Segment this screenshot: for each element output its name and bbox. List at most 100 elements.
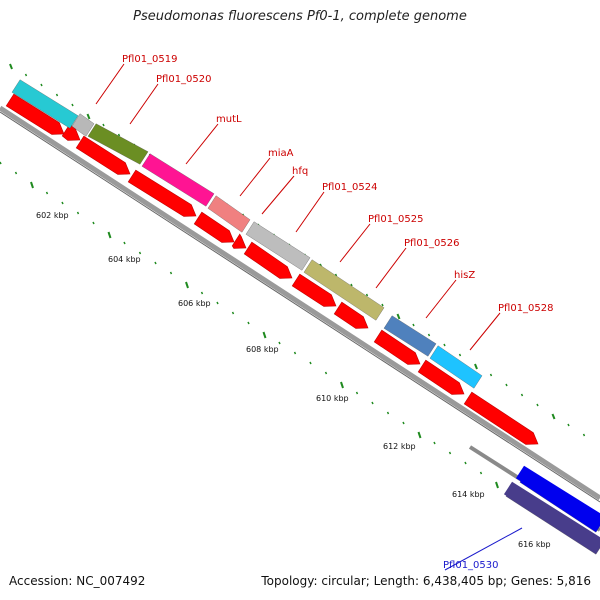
tick-mark — [417, 431, 422, 439]
feature-block — [11, 79, 79, 129]
cds-arrow — [243, 241, 293, 279]
tick-mark — [443, 343, 446, 347]
tick-mark — [355, 391, 359, 395]
tick-mark — [86, 113, 91, 120]
scale-ticks — [0, 161, 591, 545]
topology-text: Topology: circular; Length: 6,438,405 bp… — [261, 574, 591, 588]
tick-mark — [324, 371, 328, 375]
kbp-label: 612 kbp — [383, 442, 416, 451]
cds-arrow — [373, 329, 421, 365]
kbp-label: 616 kbp — [518, 540, 551, 549]
kbp-labels: 602 kbp 604 kbp 606 kbp 608 kbp 610 kbp 612 k… — [36, 211, 551, 549]
feature-block — [87, 123, 149, 165]
kbp-label: 602 kbp — [36, 211, 69, 220]
leader-line — [239, 157, 271, 197]
tick-mark — [495, 481, 499, 489]
tick-mark — [309, 361, 312, 365]
tick-mark — [102, 123, 105, 127]
leader-line — [129, 83, 159, 125]
tick-mark — [458, 353, 462, 357]
gene-label: Pfl01_0524 — [322, 182, 378, 193]
tick-mark — [505, 383, 508, 387]
gene-label: Pfl01_0526 — [404, 238, 460, 249]
tick-mark — [0, 161, 2, 165]
tick-mark — [386, 411, 390, 415]
feature-block — [383, 315, 437, 357]
gene-label: Pfl01_0530 — [443, 560, 499, 571]
kbp-label: 606 kbp — [178, 299, 211, 308]
leader-line — [375, 247, 407, 289]
gene-label: Pfl01_0520 — [156, 74, 212, 85]
tick-mark — [200, 291, 204, 295]
tick-mark — [216, 301, 219, 305]
cds-track — [5, 93, 539, 445]
tick-mark — [30, 181, 34, 189]
tick-mark — [123, 241, 126, 245]
tick-mark — [536, 403, 539, 407]
tick-mark — [71, 103, 74, 107]
tick-mark — [412, 323, 415, 327]
leader-line — [95, 63, 125, 105]
cds-arrow — [463, 391, 539, 445]
tick-mark — [381, 303, 384, 307]
cds-arrow — [75, 135, 131, 175]
gene-label: mutL — [216, 114, 242, 125]
feature-track — [11, 79, 600, 555]
tick-mark — [24, 73, 28, 77]
tick-mark — [45, 191, 49, 195]
feature-block — [429, 345, 483, 389]
feature-block — [207, 195, 251, 233]
tick-mark — [9, 63, 13, 70]
leader-line — [261, 175, 295, 215]
tick-mark — [334, 273, 338, 277]
tick-mark — [262, 331, 267, 339]
cds-arrow — [127, 169, 197, 217]
tick-mark — [154, 261, 157, 265]
gene-label: Pfl01_0528 — [498, 303, 554, 314]
tick-mark — [40, 83, 43, 87]
tick-mark — [231, 311, 235, 315]
tick-mark — [185, 281, 189, 289]
feature-block — [71, 113, 95, 137]
tick-mark — [520, 393, 524, 397]
tick-mark — [169, 271, 173, 275]
tick-mark — [340, 381, 344, 389]
tick-mark — [138, 251, 142, 255]
leader-line — [295, 191, 325, 233]
gene-label: hisZ — [454, 270, 475, 281]
gene-label: Pfl01_0525 — [368, 214, 424, 225]
tick-mark — [278, 341, 281, 345]
tick-mark — [402, 421, 405, 425]
cds-arrow — [417, 359, 465, 395]
tick-mark — [92, 221, 95, 225]
leader-line — [425, 279, 457, 319]
tick-mark — [551, 413, 556, 420]
feature-block — [245, 221, 311, 271]
leader-line — [185, 123, 219, 165]
tick-mark — [76, 211, 80, 215]
kbp-label: 614 kbp — [452, 490, 485, 499]
tick-mark — [61, 201, 64, 205]
tick-mark — [448, 451, 452, 455]
accession-text: Accession: NC_007492 — [9, 574, 146, 588]
cds-arrow — [193, 211, 235, 243]
tick-mark — [117, 133, 121, 137]
cds-arrow — [5, 93, 65, 135]
tick-mark — [293, 351, 297, 355]
tick-mark — [489, 373, 493, 377]
tick-mark — [433, 441, 436, 445]
tick-mark — [371, 401, 374, 405]
kbp-label: 604 kbp — [108, 255, 141, 264]
tick-mark — [55, 93, 59, 97]
tick-mark — [479, 471, 483, 475]
gene-label: Pfl01_0519 — [122, 54, 178, 65]
tick-mark — [396, 313, 401, 320]
tick-mark — [365, 293, 369, 297]
feature-block — [141, 153, 215, 207]
gene-label: hfq — [292, 166, 308, 177]
backbone-line — [0, 105, 600, 501]
tick-mark — [567, 423, 570, 427]
cds-arrow — [333, 301, 369, 329]
kbp-label: 608 kbp — [246, 345, 279, 354]
